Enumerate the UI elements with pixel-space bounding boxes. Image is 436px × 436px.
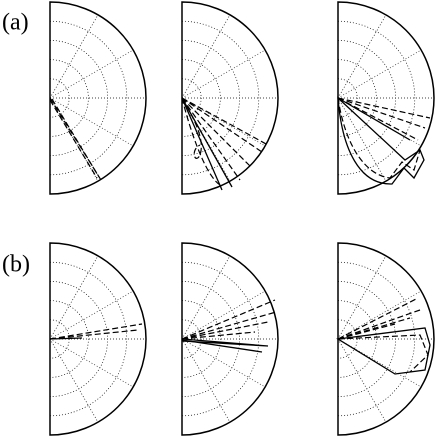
grid-radial [337,290,422,340]
curves-b1 [49,323,143,340]
grid-radial [49,338,134,388]
grid-ring [181,20,260,176]
grid-radial [181,338,231,423]
grid-radial [49,338,99,423]
grid-radial [49,49,134,99]
curve [337,97,426,129]
grid-radial [181,49,266,99]
grid-radial [49,255,99,340]
curve [337,334,429,373]
curve [337,323,396,340]
grid-ring [49,20,128,176]
grid-radial [181,290,266,340]
outer-arc [49,1,147,195]
curves-a3 [337,96,431,185]
curve [49,99,98,179]
curve [181,97,263,153]
curve [181,331,256,340]
grid-ring [181,261,260,417]
curve [181,97,221,186]
grid-ring [181,300,221,378]
curve [181,97,253,169]
curves-b3 [336,297,431,375]
curve [337,97,431,119]
curve [181,97,233,188]
panel-label: (b) [2,252,30,278]
curve [181,97,202,159]
grid-radial [337,14,387,99]
curve [181,97,223,191]
curve [337,309,421,340]
grid-ring [49,300,89,378]
outer-arc [181,1,279,195]
grid-radial [337,338,387,423]
grid-ring [337,300,377,378]
grid-radial [49,14,99,99]
grid-ring [181,59,221,137]
curve [181,97,241,181]
outer-arc [49,242,147,436]
curve [337,96,425,185]
grid-radial [181,338,266,388]
grid-radial [337,49,422,99]
curves-a1 [49,97,102,181]
curve [336,327,431,375]
grid-radial [181,14,231,99]
outer-arc [337,242,435,436]
curve [181,339,263,353]
curve [181,299,276,340]
curves-a2 [181,97,269,191]
grid-ring [49,59,89,137]
curve [49,337,83,340]
polar-grids [49,1,435,436]
panel-label: (a) [2,10,29,36]
grid-ring [337,20,416,176]
grid-radial [181,97,266,147]
curves-b2 [181,299,277,353]
outer-arc [337,1,435,195]
curve [49,329,139,340]
grid-radial [337,97,387,182]
curve [181,97,269,146]
curve [181,321,269,340]
grid-ring [337,59,377,137]
grid-radial [49,97,134,147]
curve [337,97,419,141]
curve [181,311,277,340]
curve [181,338,269,347]
grid-radial [181,255,231,340]
curve [337,297,419,340]
grid-radial [337,255,387,340]
grid-ring [337,261,416,417]
curve [337,97,421,179]
curve [51,98,100,178]
curve [337,97,411,141]
grid-ring [49,261,128,417]
grid-radial [49,290,134,340]
curve [49,323,143,340]
outer-arc [181,242,279,436]
